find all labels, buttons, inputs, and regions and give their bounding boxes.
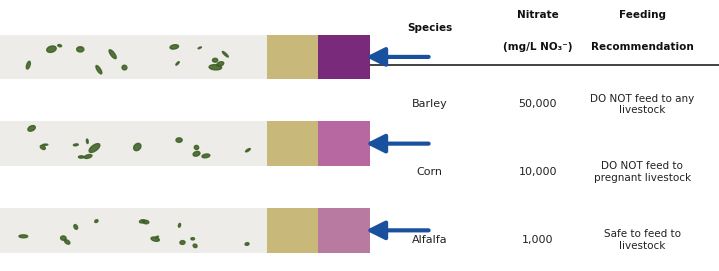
Bar [0, 34, 370, 79]
Ellipse shape [58, 44, 62, 47]
Ellipse shape [84, 154, 92, 159]
Text: DO NOT feed to
pregnant livestock: DO NOT feed to pregnant livestock [594, 161, 691, 183]
Ellipse shape [27, 61, 30, 69]
Ellipse shape [40, 145, 45, 150]
Ellipse shape [74, 225, 78, 229]
Ellipse shape [96, 66, 102, 74]
Ellipse shape [95, 220, 98, 222]
Ellipse shape [217, 62, 224, 66]
Ellipse shape [77, 47, 84, 52]
Ellipse shape [65, 240, 70, 244]
Ellipse shape [42, 144, 48, 145]
Ellipse shape [19, 235, 28, 238]
Ellipse shape [142, 220, 149, 224]
Ellipse shape [176, 62, 179, 65]
Text: Nitrate: Nitrate [517, 10, 559, 20]
Ellipse shape [198, 47, 201, 49]
Text: 1,000: 1,000 [522, 235, 554, 245]
Ellipse shape [193, 151, 200, 156]
Ellipse shape [170, 45, 178, 49]
Bar [0, 208, 370, 253]
Text: Species: Species [407, 24, 452, 33]
Ellipse shape [245, 243, 249, 245]
Ellipse shape [122, 65, 127, 70]
Text: DO NOT feed to any
livestock: DO NOT feed to any livestock [590, 93, 695, 115]
Bar [267, 121, 319, 166]
Text: 50,000: 50,000 [518, 99, 557, 109]
Bar [267, 34, 319, 79]
Ellipse shape [176, 138, 182, 142]
Text: Safe to feed to
livestock: Safe to feed to livestock [604, 229, 681, 251]
Ellipse shape [246, 149, 250, 152]
Ellipse shape [78, 156, 84, 158]
Ellipse shape [60, 236, 66, 240]
Ellipse shape [180, 241, 185, 244]
Text: Feeding: Feeding [619, 10, 666, 20]
Text: Corn: Corn [416, 167, 443, 177]
Ellipse shape [28, 125, 35, 131]
Ellipse shape [194, 145, 198, 150]
Text: Alfalfa: Alfalfa [412, 235, 447, 245]
Ellipse shape [193, 244, 197, 248]
Text: Barley: Barley [412, 99, 447, 109]
Ellipse shape [151, 237, 160, 241]
Bar [319, 121, 370, 166]
Text: (mg/L NO₃⁻): (mg/L NO₃⁻) [503, 43, 572, 52]
Ellipse shape [139, 220, 145, 223]
Ellipse shape [47, 46, 56, 52]
Ellipse shape [209, 64, 221, 70]
Ellipse shape [202, 154, 210, 158]
Bar [319, 208, 370, 253]
Ellipse shape [89, 144, 100, 153]
Ellipse shape [73, 144, 78, 146]
Ellipse shape [109, 50, 116, 59]
Ellipse shape [178, 223, 180, 227]
Ellipse shape [222, 51, 229, 57]
Bar [267, 208, 319, 253]
Bar [319, 34, 370, 79]
Text: Recommendation: Recommendation [591, 43, 694, 52]
Bar [0, 121, 370, 166]
Ellipse shape [86, 139, 88, 143]
Ellipse shape [155, 236, 158, 238]
Ellipse shape [212, 58, 218, 62]
Text: 10,000: 10,000 [518, 167, 557, 177]
Ellipse shape [134, 143, 141, 151]
Ellipse shape [191, 238, 195, 240]
